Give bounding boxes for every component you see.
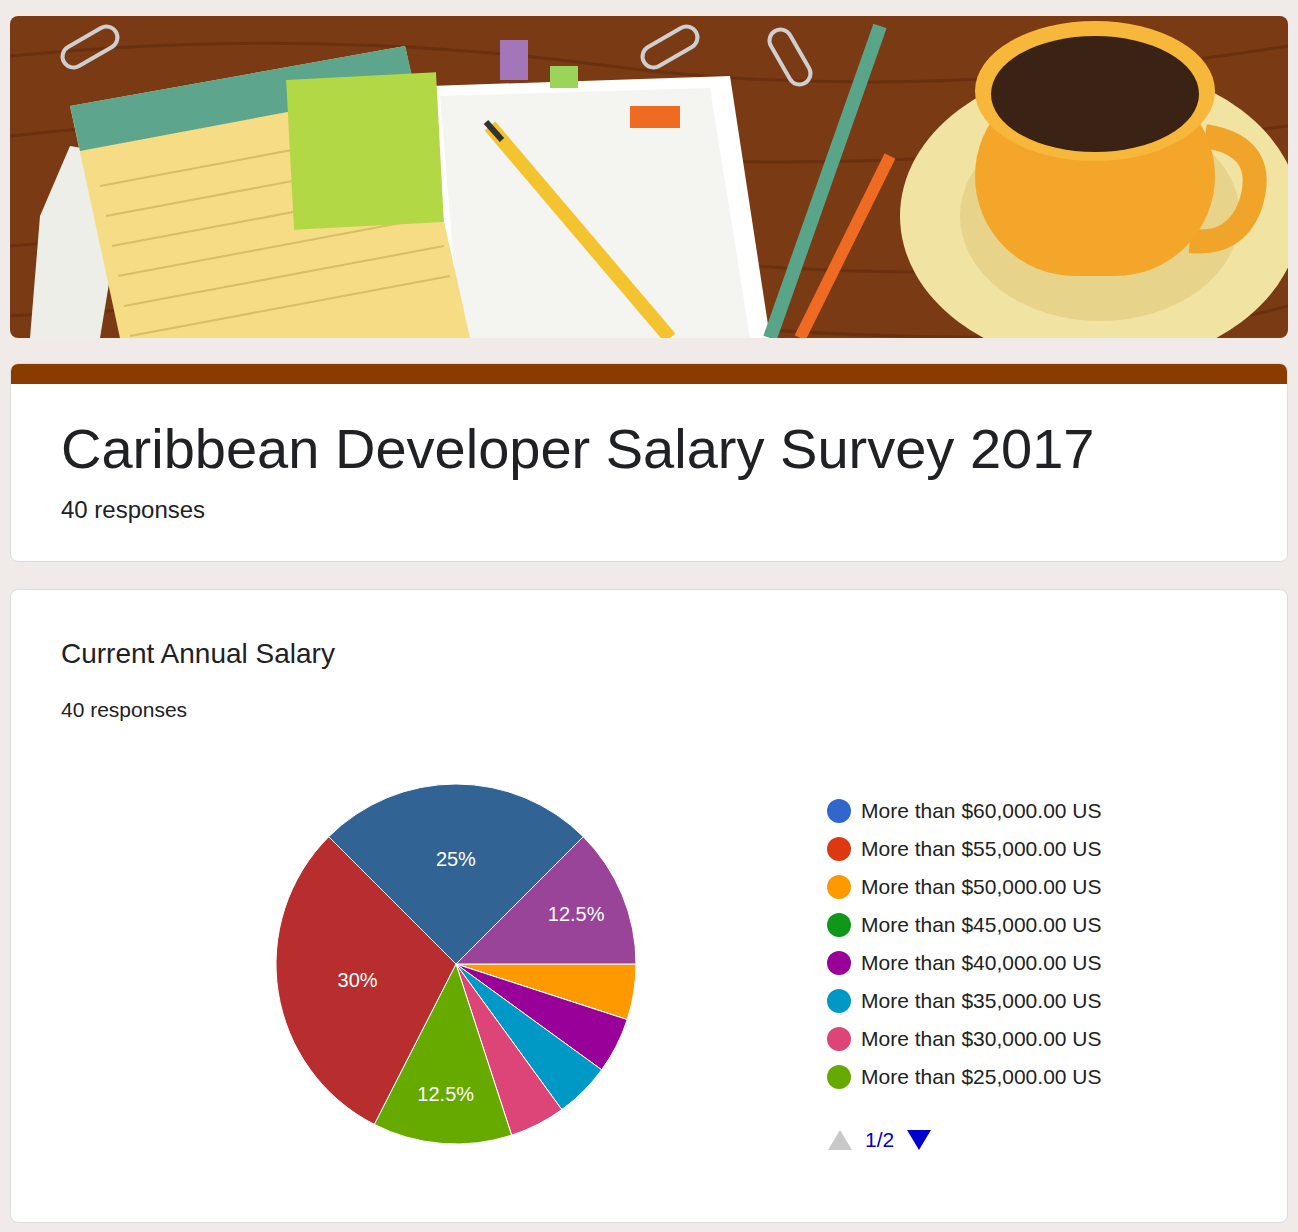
html-text:40 responses: 40 responses — [61, 496, 206, 523]
html-text:More than $40,000.00 US: More than $40,000.00 US — [861, 951, 1102, 974]
html-text:1/2: 1/2 — [865, 1128, 895, 1151]
html-text:40 responses: 40 responses — [61, 698, 188, 721]
html-text:More than $45,000.00 US: More than $45,000.00 US — [861, 913, 1102, 936]
html-text:More than $50,000.00 US: More than $50,000.00 US — [861, 875, 1102, 898]
html-text:More than $35,000.00 US: More than $35,000.00 US — [861, 989, 1102, 1012]
html-text:More than $55,000.00 US: More than $55,000.00 US — [861, 837, 1102, 860]
svg-text:30%: 30% — [338, 969, 378, 991]
html-text:More than $60,000.00 US: More than $60,000.00 US — [861, 799, 1102, 822]
svg-text:12.5%: 12.5% — [417, 1083, 474, 1105]
html-text:More than $25,000.00 US: More than $25,000.00 US — [861, 1065, 1102, 1088]
html-text:More than $30,000.00 US: More than $30,000.00 US — [861, 1027, 1102, 1050]
html-text:Current Annual Salary: Current Annual Salary — [61, 638, 335, 669]
svg-text:25%: 25% — [436, 848, 476, 870]
svg-text:12.5%: 12.5% — [548, 903, 605, 925]
html-text:Caribbean Developer Salary Sur: Caribbean Developer Salary Survey 2017 — [61, 417, 1095, 480]
